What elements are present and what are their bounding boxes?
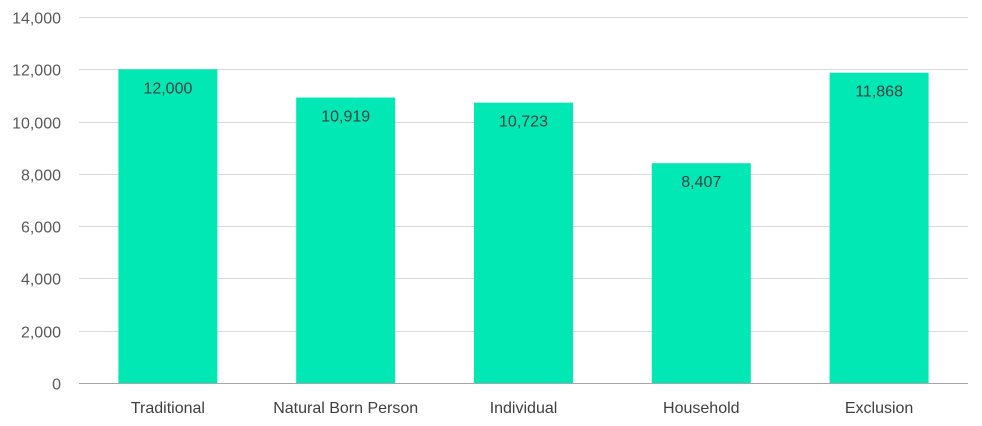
y-axis-tick-labels: 0 2,000 4,000 6,000 8,000 10,000 12,000 14,000 xyxy=(12,11,61,394)
x-tick-label: Household xyxy=(663,400,740,417)
data-labels: 12,000 10,919 10,723 8,407 11,868 xyxy=(143,80,903,191)
y-tick-label: 14,000 xyxy=(12,11,61,28)
data-label: 8,407 xyxy=(681,174,721,191)
data-label: 10,723 xyxy=(499,114,548,131)
y-tick-label: 12,000 xyxy=(12,63,61,80)
bars xyxy=(118,69,929,384)
data-label: 10,919 xyxy=(321,109,370,126)
data-label: 12,000 xyxy=(143,80,192,97)
y-tick-label: 4,000 xyxy=(21,272,61,289)
y-tick-label: 0 xyxy=(52,377,61,394)
data-label: 11,868 xyxy=(855,84,903,101)
y-tick-label: 6,000 xyxy=(21,220,61,237)
bar xyxy=(829,72,929,383)
bar xyxy=(651,163,751,383)
y-tick-label: 2,000 xyxy=(21,325,61,342)
y-tick-label: 10,000 xyxy=(12,116,61,133)
x-tick-label: Exclusion xyxy=(845,400,913,417)
x-tick-label: Natural Born Person xyxy=(273,400,418,417)
x-axis-category-labels: Traditional Natural Born Person Individual… xyxy=(131,400,913,417)
y-tick-label: 8,000 xyxy=(21,168,61,185)
x-tick-label: Traditional xyxy=(131,400,205,417)
x-tick-label: Individual xyxy=(490,400,558,417)
bar xyxy=(474,102,573,384)
bar xyxy=(296,97,396,383)
bar xyxy=(118,69,218,384)
